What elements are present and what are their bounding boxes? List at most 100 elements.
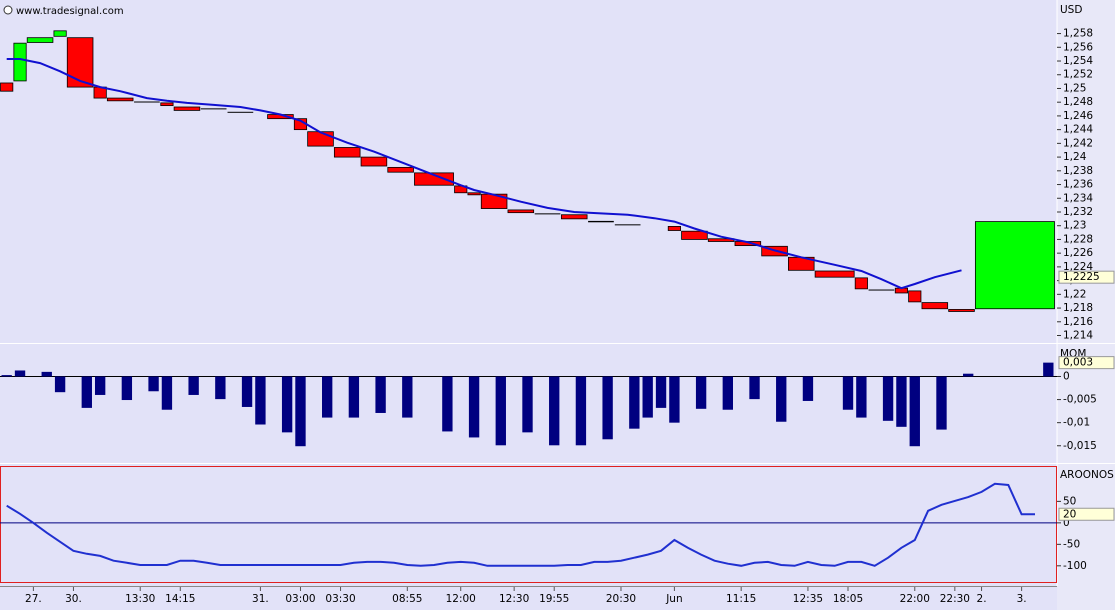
bar [41,371,52,377]
current-value-label: 0,003 [1063,357,1093,369]
x-tick-label: 3. [1017,593,1027,605]
bar [722,376,733,410]
bar [669,376,680,423]
x-tick-label: 18:05 [833,593,863,605]
bar [842,376,854,410]
bar [602,376,613,440]
bar [215,376,226,400]
candle [560,214,588,220]
x-tick-label: 31. [252,593,269,605]
y-tick-label: 1,246 [1063,110,1093,122]
bar [402,376,413,418]
bar [655,376,667,408]
candle [66,37,94,88]
x-tick-label: 30. [65,593,82,605]
bar [642,376,653,418]
bar [94,376,106,395]
bar [549,376,560,446]
candle [814,270,855,278]
bar [148,376,159,392]
bar [936,376,947,430]
bar [495,376,506,446]
bar [348,376,360,418]
candle [307,131,334,147]
bar [882,376,894,421]
candle [200,108,227,110]
candle [908,290,922,303]
y-tick-label: 0 [1063,517,1070,529]
candle [13,42,27,82]
x-tick-label: 12:35 [793,593,823,605]
moving-average [6,58,962,290]
bar [295,376,306,447]
candle [26,37,54,43]
bar [121,376,133,401]
y-tick-label: 1,24 [1063,151,1087,163]
x-tick-label: 2. [977,593,987,605]
bar [255,376,266,425]
candle [414,172,454,186]
x-tick-label: 11:15 [726,593,756,605]
bar [695,376,707,409]
bar [375,376,386,413]
y-tick-label: -50 [1063,538,1080,550]
bar [241,376,253,407]
y-tick-label: 50 [1063,495,1076,507]
candle [534,213,561,215]
candle [467,192,481,196]
x-tick-label: Jun [665,593,682,605]
y-tick-label: -0,005 [1063,394,1097,406]
y-tick-label: 1,22 [1063,288,1086,300]
candle [667,225,681,231]
bar [468,376,480,438]
candle [681,230,708,240]
bar [776,376,787,422]
bar [909,376,920,447]
candle [507,209,535,214]
x-tick-label: 03:00 [285,593,315,605]
y-tick-label: 1,23 [1063,220,1086,232]
bar [188,376,199,395]
current-value-label: 20 [1063,508,1076,520]
brand: www.tradesignal.com [16,6,124,17]
y-tick-label: 1,218 [1063,302,1093,314]
candle [588,220,614,223]
bar [963,373,974,377]
y-tick-label: 1,232 [1063,206,1093,218]
bar [281,376,293,433]
candle [614,224,641,226]
pane-border [0,466,1057,583]
candle [333,147,361,158]
y-tick-label: 1,224 [1063,261,1093,273]
bar [802,376,814,401]
x-tick-label: 08:55 [392,593,422,605]
y-tick-label: 1,238 [1063,165,1093,177]
x-tick-label: 19:55 [539,593,569,605]
bar [81,376,92,408]
pane-title: AROONOS [1060,469,1114,481]
x-tick-label: 20:30 [606,593,636,605]
y-tick-label: 1,234 [1063,192,1093,204]
plot-background [0,0,1057,610]
y-tick-label: 1,228 [1063,233,1093,245]
x-tick-label: 27. [25,593,42,605]
y-tick-label: 1,244 [1063,124,1093,136]
bar [442,376,453,432]
y-tick-label: -100 [1063,560,1087,572]
candle [160,102,174,107]
y-tick-label: 1,256 [1063,41,1093,53]
y-tick-label: 1,248 [1063,96,1093,108]
candle [868,289,895,291]
x-tick-label: 12:30 [499,593,529,605]
candle [360,156,388,167]
x-tick-label: 22:30 [940,593,970,605]
current-value-box [1058,270,1115,284]
pane-title: USD [1060,4,1082,16]
candle [0,82,14,92]
y-tick-label: 1,214 [1063,330,1093,342]
bar [322,376,333,418]
candle [173,106,201,111]
aroon-line [6,482,1035,567]
candle [854,277,868,290]
